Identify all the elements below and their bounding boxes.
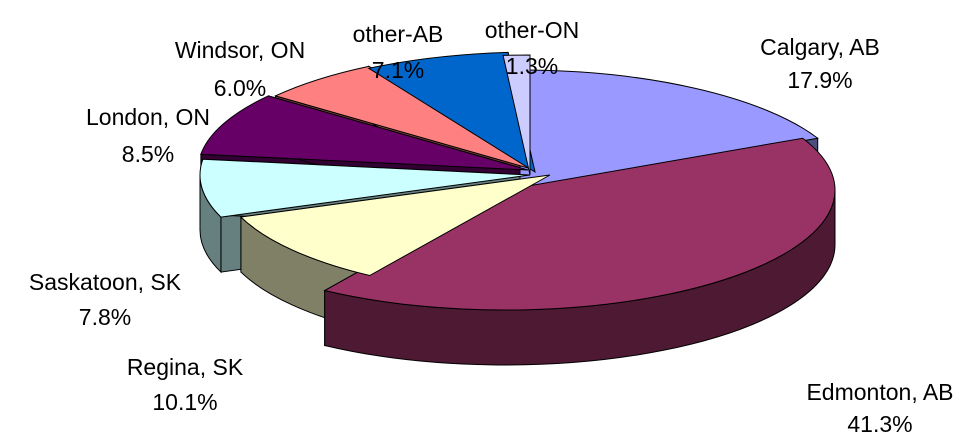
label-other-on: other-ON — [485, 17, 580, 43]
slice-london — [200, 95, 529, 171]
slice-edmonton — [323, 137, 836, 311]
label-london: London, ON — [86, 104, 210, 130]
label-regina-pct: 10.1% — [152, 389, 217, 415]
label-other-ab: other-AB — [353, 21, 444, 47]
slice-windsor — [274, 65, 536, 171]
label-saskatoon-pct: 7.8% — [79, 304, 131, 330]
label-other-on-pct: 1.3% — [506, 53, 558, 79]
label-windsor-pct: 6.0% — [214, 75, 266, 101]
slice-other-ab — [367, 51, 536, 174]
label-edmonton: Edmonton, AB — [806, 379, 953, 405]
label-regina: Regina, SK — [127, 354, 244, 380]
label-saskatoon: Saskatoon, SK — [29, 269, 182, 295]
slice-calgary — [519, 69, 819, 191]
slice-other-on — [502, 54, 531, 176]
slice-saskatoon — [199, 158, 531, 218]
label-edmonton-pct: 41.3% — [847, 411, 912, 437]
label-other-ab-pct: 7.1% — [372, 57, 424, 83]
slice-labels: Calgary, AB 17.9% Edmonton, AB 41.3% Regina,… — [29, 17, 954, 437]
label-calgary: Calgary, AB — [760, 34, 880, 60]
slice-tops — [199, 51, 836, 311]
label-london-pct: 8.5% — [122, 141, 174, 167]
slice-regina — [239, 174, 551, 277]
label-windsor: Windsor, ON — [175, 37, 305, 63]
label-calgary-pct: 17.9% — [787, 67, 852, 93]
